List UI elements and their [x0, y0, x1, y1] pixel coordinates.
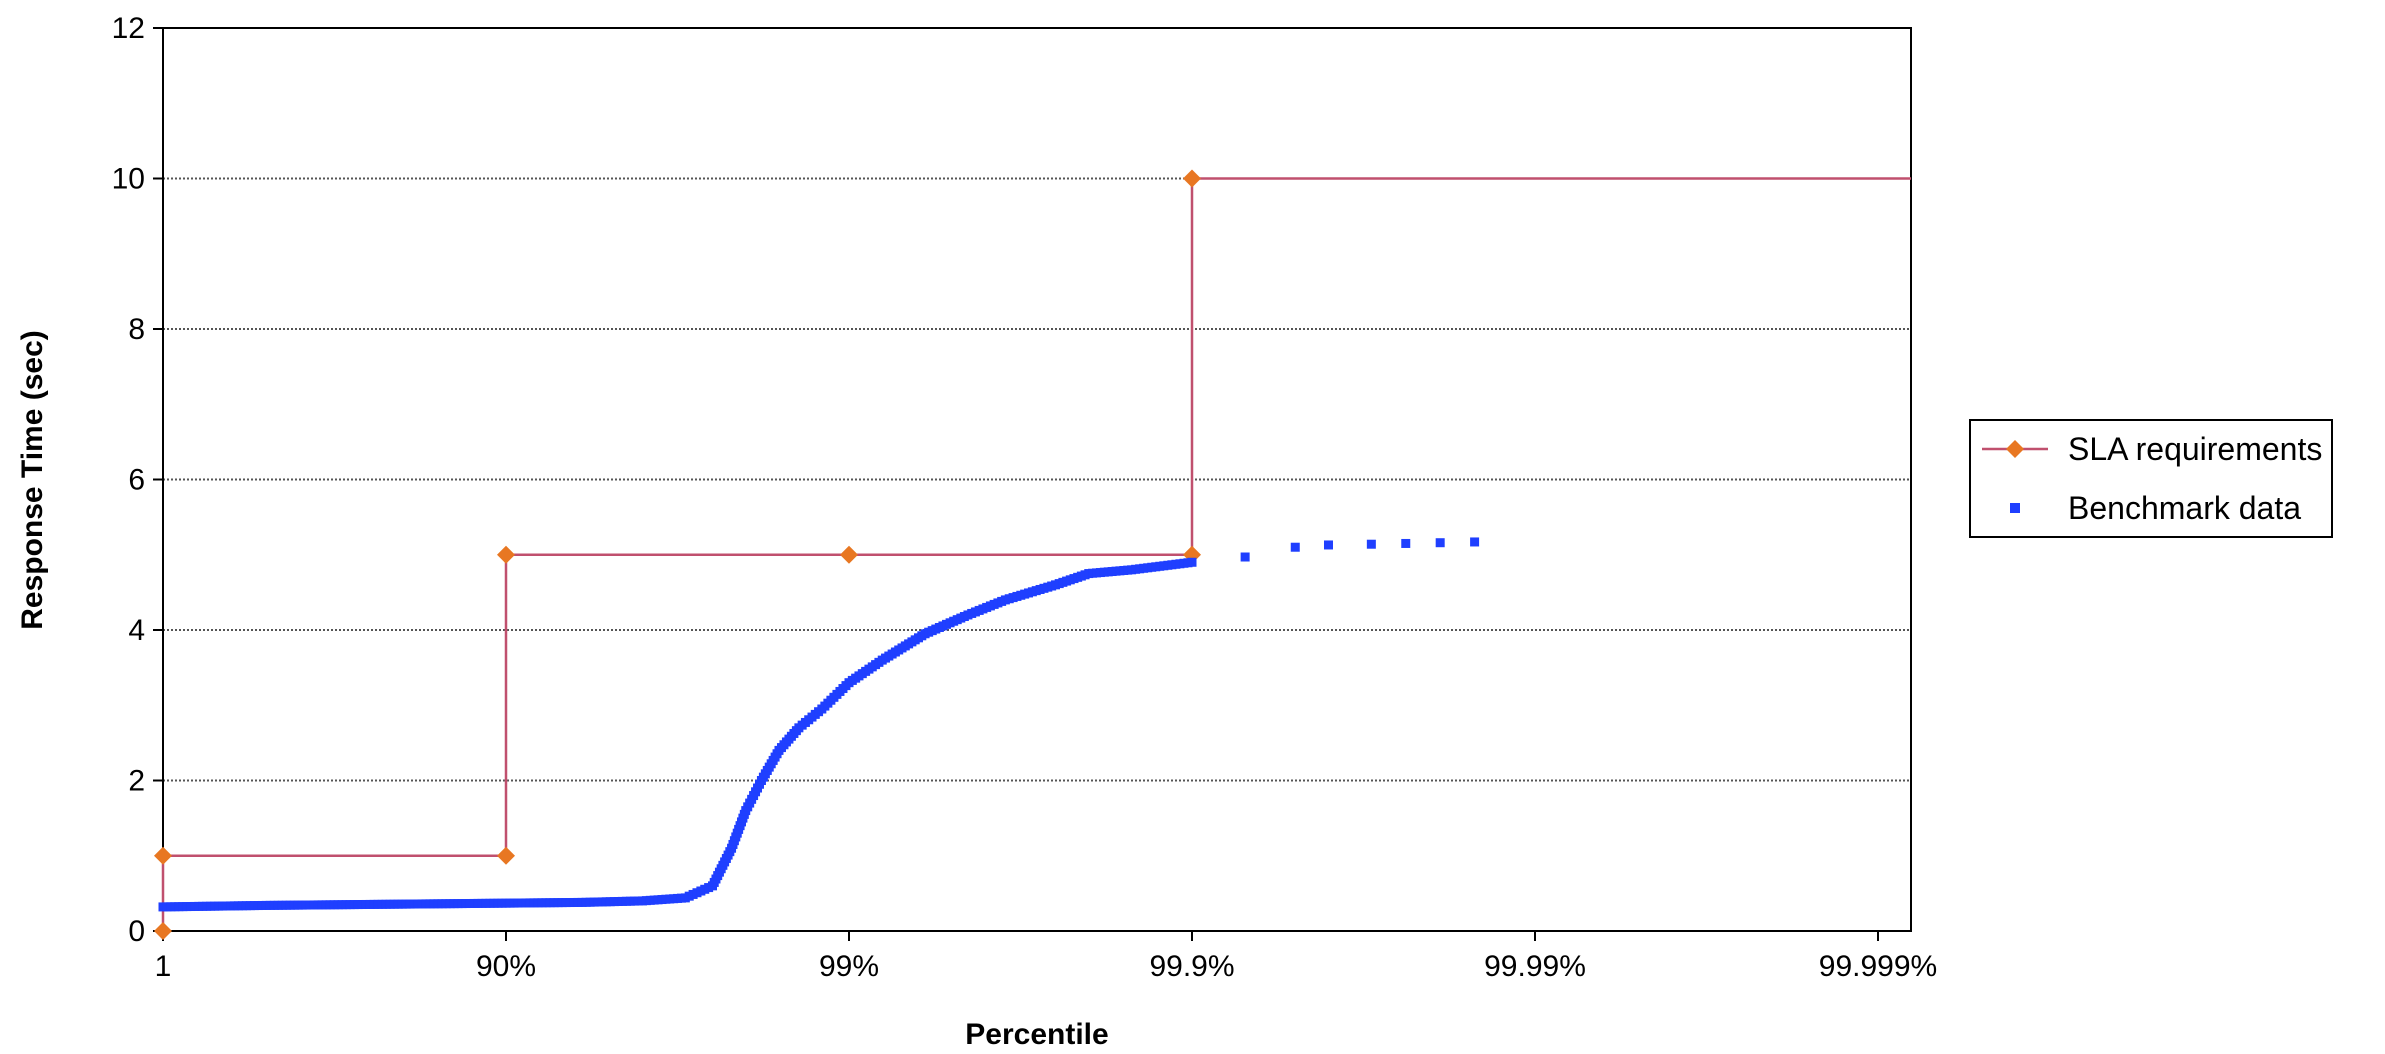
- sla-marker: [154, 846, 172, 865]
- y-tick-label: 2: [128, 765, 145, 798]
- y-tick-label: 12: [112, 12, 145, 45]
- x-axis-title: Percentile: [965, 1018, 1108, 1051]
- benchmark-point: [1290, 542, 1300, 552]
- sla-marker: [497, 545, 515, 564]
- sla-marker: [154, 922, 172, 940]
- x-tick-label: 90%: [476, 950, 536, 983]
- x-tick-label: 1: [155, 950, 172, 983]
- benchmark-point: [1435, 538, 1445, 548]
- gridlines: [163, 177, 1911, 782]
- legend-bench-label: Benchmark data: [2068, 490, 2301, 526]
- benchmark-point: [1240, 552, 1250, 562]
- legend-sla-marker: [2006, 440, 2024, 458]
- x-tick-label: 99%: [819, 950, 879, 983]
- benchmark-point: [1401, 538, 1411, 548]
- legend-bench-marker: [2010, 503, 2020, 513]
- benchmark-point: [1323, 540, 1333, 550]
- legend: SLA requirements Benchmark data: [1969, 419, 2333, 538]
- legend-sla-label: SLA requirements: [2068, 431, 2322, 467]
- x-tick-label: 99.99%: [1484, 950, 1586, 983]
- benchmark-point: [1470, 537, 1480, 547]
- benchmark-point: [1187, 557, 1197, 567]
- y-tick-label: 0: [128, 915, 145, 948]
- legend-box: [1969, 419, 2333, 538]
- x-tick-label: 99.999%: [1819, 950, 1937, 983]
- sla-marker: [497, 846, 515, 865]
- axis-ticks: 0 2 4 6 8 10 12 1 90% 99% 99.9% 99.99% 99.999%: [112, 12, 1938, 983]
- sla-line: [161, 177, 1911, 931]
- y-tick-label: 4: [128, 614, 145, 647]
- y-tick-label: 6: [128, 464, 145, 497]
- y-tick-label: 8: [128, 313, 145, 346]
- benchmark-series: [158, 537, 1480, 912]
- y-tick-label: 10: [112, 163, 145, 196]
- sla-series: [154, 169, 1911, 940]
- sla-marker: [1183, 169, 1201, 188]
- x-tick-label: 99.9%: [1149, 950, 1234, 983]
- sla-marker: [840, 545, 858, 564]
- benchmark-point: [1366, 539, 1376, 549]
- y-axis-title: Response Time (sec): [16, 330, 49, 630]
